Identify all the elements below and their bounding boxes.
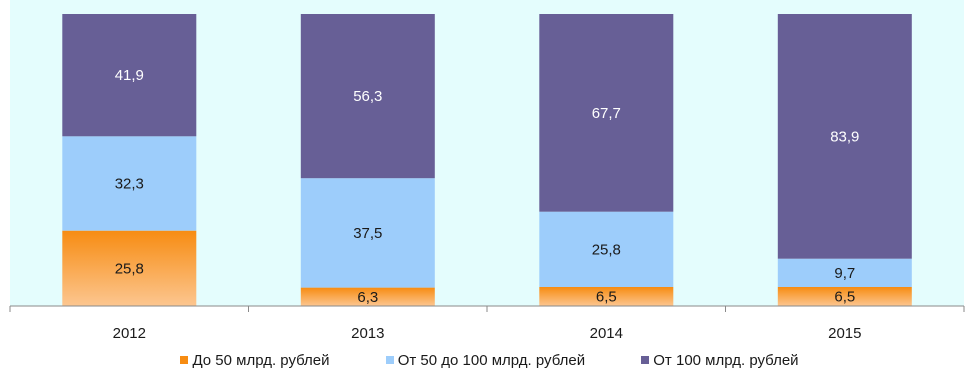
x-axis-ticks-layer: 2012 2013 2014 2015 [9, 306, 965, 342]
data-label-50-100-2015: 9,7 [834, 265, 855, 282]
bar-segment-50-100-2012 [62, 136, 197, 231]
data-label-over-100-2013: 56,3 [353, 88, 382, 105]
data-label-50-100-2014: 25,8 [592, 241, 621, 258]
data-label-50-100-2012: 32,3 [115, 175, 144, 192]
data-label-over-100-2012: 41,9 [115, 67, 144, 84]
data-label-50-100-2013: 37,5 [353, 225, 382, 242]
data-label-over-100-2014: 67,7 [592, 105, 621, 122]
data-label-under-50-2014: 6,5 [596, 288, 617, 305]
bar-segment-under-50-2013 [300, 287, 435, 306]
legend-label: От 100 млрд. рублей [653, 352, 799, 369]
x-tick-label-2015: 2015 [828, 325, 861, 342]
bar-segment-under-50-2014 [539, 287, 674, 306]
legend-item-over-100: От 100 млрд. рублей [641, 352, 799, 369]
bar-segment-under-50-2012 [62, 230, 197, 306]
bar-segment-50-100-2013 [300, 178, 435, 288]
data-label-under-50-2012: 25,8 [115, 260, 144, 277]
legend: До 50 млрд. рублей От 50 до 100 млрд. ру… [0, 352, 979, 369]
legend-item-under-50: До 50 млрд. рублей [180, 352, 330, 369]
x-tick-label-2013: 2013 [351, 325, 384, 342]
legend-label: От 50 до 100 млрд. рублей [397, 352, 586, 369]
bar-segment-over-100-2012 [62, 14, 197, 137]
data-label-under-50-2013: 6,3 [357, 289, 378, 306]
legend-swatch-purple [641, 356, 650, 364]
bars-layer [62, 14, 912, 306]
bar-segment-50-100-2014 [539, 211, 674, 287]
legend-swatch-orange [180, 356, 189, 364]
x-tick-label-2014: 2014 [590, 325, 623, 342]
bar-segment-over-100-2015 [777, 14, 912, 259]
legend-swatch-lightblue [385, 356, 394, 364]
bar-segment-over-100-2013 [300, 14, 435, 179]
bar-segment-under-50-2015 [777, 287, 912, 306]
bar-segment-over-100-2014 [539, 14, 674, 212]
x-tick-label-2012: 2012 [113, 325, 146, 342]
data-label-under-50-2015: 6,5 [834, 288, 855, 305]
bar-segment-50-100-2015 [777, 258, 912, 287]
data-label-over-100-2015: 83,9 [830, 128, 859, 145]
legend-item-50-100: От 50 до 100 млрд. рублей [385, 352, 586, 369]
legend-label: До 50 млрд. рублей [192, 352, 330, 369]
value-labels-layer: 25,8 32,3 41,9 6,3 37,5 56,3 6,5 25,8 67,7 6,5 9,7… [115, 67, 860, 306]
